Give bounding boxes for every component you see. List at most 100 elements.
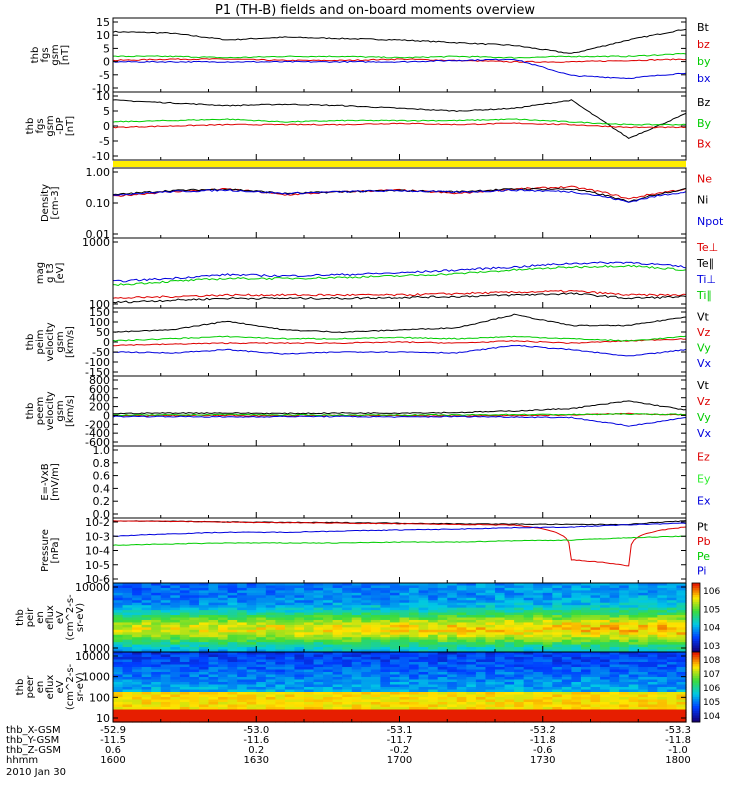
footer-value: 1730 — [530, 755, 555, 766]
y-label-line: (cm^2-s- — [65, 594, 76, 641]
y-label-line: gsm — [55, 400, 66, 421]
legend-Pt: Pt — [697, 520, 709, 533]
y-axis-label: thb peem velocity gsm [km/s] — [25, 391, 76, 430]
y-label-line: en — [35, 611, 46, 624]
y-label-line: peim — [35, 329, 46, 354]
y-tick-label: 1.00 — [86, 166, 111, 179]
panel-frame — [112, 445, 687, 519]
y-axis-label: thb fgs gsm [nT] — [30, 44, 71, 65]
y-label-line: fgs — [40, 47, 51, 62]
y-tick-label: 1.0 — [93, 444, 111, 457]
y-tick-label: 100 — [89, 298, 110, 311]
legend-Ni: Ni — [697, 194, 708, 207]
legend-Bt: Bt — [697, 21, 710, 34]
colorbar-tick: 104 — [703, 624, 720, 634]
series-bx — [112, 58, 687, 80]
y-label-line: [km/s] — [65, 395, 76, 427]
legend-Vt: Vt — [697, 379, 710, 392]
y-tick-label: -200 — [85, 418, 110, 431]
spectrogram-9 — [113, 583, 687, 653]
y-label-line: sr-eV) — [75, 672, 86, 701]
footer-value: -11.6 — [243, 735, 269, 746]
legend-Npot: Npot — [697, 215, 724, 228]
footer-value: 1600 — [100, 755, 125, 766]
y-label-line: Density — [40, 184, 51, 222]
legend-bz: bz — [697, 38, 710, 51]
y-tick-label: 0 — [103, 409, 110, 422]
footer-value: -53.3 — [665, 725, 691, 736]
colorbar-tick: 105 — [703, 605, 720, 615]
colorbar-10: 108 107 106 105 104 — [691, 651, 720, 723]
footer-value: -0.2 — [390, 745, 410, 756]
y-label-line: thb — [30, 47, 41, 64]
legend-Ti⊥: Ti⊥ — [696, 273, 716, 286]
y-label-line: fgs — [35, 118, 46, 133]
series-Pi — [112, 522, 687, 537]
legend-Bx: Bx — [697, 138, 712, 151]
y-tick-label: 10 — [96, 712, 110, 725]
y-label-line: velocity — [45, 322, 56, 361]
y-tick-label: 10000 — [75, 650, 110, 663]
series-By — [112, 118, 687, 126]
spectrogram-10 — [113, 652, 687, 723]
panel-frame — [112, 17, 687, 93]
legend-Ex: Ex — [697, 495, 711, 508]
series-Vt — [113, 400, 687, 415]
y-tick-label: 100 — [89, 691, 110, 704]
legend-Bz: Bz — [697, 96, 711, 109]
y-tick-label: -600 — [85, 436, 110, 449]
footer-row-label: thb_Z-GSM — [6, 745, 61, 756]
y-tick-label: 0.10 — [86, 197, 111, 210]
footer-date: 2010 Jan 30 — [6, 767, 66, 778]
y-tick-label: 100 — [89, 316, 110, 329]
y-label-line: [km/s] — [65, 326, 76, 358]
legend-Pb: Pb — [697, 535, 711, 548]
legend-Vy: Vy — [697, 342, 711, 355]
y-tick-label: 0 — [103, 336, 110, 349]
colorbar-tick: 106 — [703, 587, 720, 597]
series-Bx — [112, 122, 687, 129]
y-tick-label: 0.8 — [93, 457, 111, 470]
y-tick-label: 5 — [103, 105, 110, 118]
panel-7: Ez Ey Ex 1.00.80.60.40.20.0 E=-VxB [mV/m] — [40, 444, 711, 521]
footer-value: 1700 — [387, 755, 412, 766]
footer-value: -52.9 — [100, 725, 126, 736]
panel-2: Bz By Bx 10 5 0 -5 -10 thb fgs gsm -DP [nT] — [25, 90, 712, 163]
y-label-line: eV — [55, 680, 66, 693]
y-label-line: eflux — [45, 605, 56, 630]
panel-4: Te⊥ Te∥ Ti⊥ Ti∥ 1000 100 mag g t3 [eV] — [35, 236, 718, 311]
colorbar-tick: 103 — [703, 642, 720, 652]
status-bar — [113, 161, 686, 167]
y-label-line: thb — [15, 609, 26, 626]
footer-value: 0.6 — [105, 745, 121, 756]
y-tick-label: 600 — [89, 383, 110, 396]
colorbar-tick: 107 — [703, 670, 720, 680]
y-axis-label: thb peer en eflux eV (cm^2-s-sr-eV) — [15, 663, 86, 710]
y-tick-label: -5 — [99, 135, 110, 148]
series-Bt — [112, 28, 687, 54]
y-label-line: thb — [15, 679, 26, 696]
colorbar-9: 106 105 104 103 — [691, 582, 720, 653]
y-tick-label: 10000 — [75, 581, 110, 594]
y-tick-label: 0.6 — [93, 470, 111, 483]
y-label-line: [mV/m] — [50, 463, 61, 501]
legend-Vz: Vz — [697, 395, 711, 408]
y-label-line: [eV] — [55, 263, 66, 284]
series-Ne — [113, 185, 687, 200]
y-tick-label: -100 — [85, 356, 110, 369]
series-Vz — [113, 338, 687, 347]
y-label-line: velocity — [45, 391, 56, 430]
y-tick-label: -400 — [85, 427, 110, 440]
y-tick-label: -10 — [92, 150, 110, 163]
y-tick-label: 400 — [89, 392, 110, 405]
y-label-line: peer — [25, 675, 36, 699]
figure-title: P1 (TH-B) fields and on-board moments ov… — [215, 3, 535, 18]
y-tick-label: 15 — [96, 16, 110, 29]
legend-Pi: Pi — [697, 565, 706, 578]
panel-10: 108 107 106 105 104 10000 1000 100 10 thb peer en ef… — [15, 650, 720, 725]
y-label-line: Pressure — [40, 529, 51, 572]
y-label-line: [nPa] — [50, 537, 61, 563]
legend-Vx: Vx — [697, 357, 712, 370]
